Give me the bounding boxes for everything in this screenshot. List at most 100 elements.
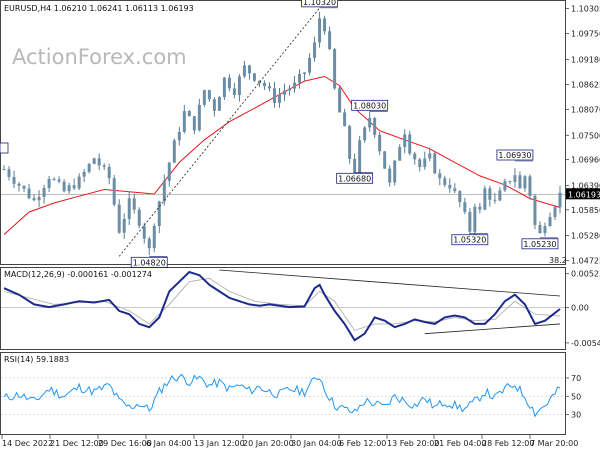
candle-body bbox=[413, 153, 417, 160]
price-tick-label: 1.09180 bbox=[571, 55, 600, 64]
rsi-panel-frame bbox=[0, 352, 566, 435]
candle-body bbox=[222, 77, 226, 98]
candle-body bbox=[393, 160, 397, 183]
candle-body bbox=[508, 181, 512, 183]
candle-body bbox=[333, 49, 337, 89]
candle-body bbox=[177, 131, 181, 141]
candle-body bbox=[152, 225, 156, 249]
candle-body bbox=[27, 188, 31, 199]
candle-body bbox=[353, 158, 357, 174]
candle-body bbox=[167, 162, 171, 181]
candle-body bbox=[217, 97, 221, 111]
price-annotations: 1.10320 1.04820 1.08030 1.06680 1.06930 1.053… bbox=[130, 0, 559, 268]
price-axis: 1.10305 1.09750 1.09180 1.08625 1.08070 1.075… bbox=[565, 5, 600, 266]
candle-body bbox=[373, 118, 377, 135]
price-tick-label: 1.07500 bbox=[571, 131, 600, 140]
annotation-box bbox=[130, 256, 168, 268]
candle-body bbox=[478, 206, 482, 210]
candle-body bbox=[197, 104, 201, 131]
candle-body bbox=[558, 192, 562, 208]
candle-body bbox=[383, 151, 387, 169]
candle-body bbox=[267, 86, 271, 89]
candle-body bbox=[503, 181, 507, 191]
candle-body bbox=[323, 18, 327, 32]
candle-body bbox=[488, 188, 492, 200]
macd-panel-frame bbox=[0, 267, 566, 350]
annotation-box bbox=[301, 0, 338, 8]
candle-body bbox=[328, 31, 332, 50]
candle-body bbox=[453, 188, 457, 192]
candle-body bbox=[192, 116, 196, 131]
last-price-box bbox=[566, 188, 600, 200]
time-tick-label: 20 Jan 20:00 bbox=[243, 439, 294, 448]
candle-body bbox=[237, 76, 241, 95]
annotation-label: 1.06680 bbox=[338, 174, 371, 183]
macd-tick-label: 0.005236 bbox=[571, 270, 600, 279]
candle-body bbox=[348, 126, 352, 159]
price-trendlines bbox=[118, 7, 320, 257]
candle-body bbox=[157, 201, 161, 226]
annotation-box bbox=[496, 149, 534, 161]
candle-body bbox=[62, 181, 66, 192]
annotation-box bbox=[336, 172, 374, 184]
left-edge-marker bbox=[0, 142, 9, 154]
candle-body bbox=[308, 57, 312, 73]
annotation-label: 1.05320 bbox=[453, 236, 486, 245]
candle-body bbox=[438, 173, 442, 179]
macd-trendlines bbox=[219, 269, 561, 335]
candle-body bbox=[102, 165, 106, 167]
candle-body bbox=[418, 159, 422, 167]
time-tick-label: 14 Dec 2022 bbox=[2, 439, 53, 448]
annotation-label: 1.04820 bbox=[133, 258, 166, 267]
candle-body bbox=[242, 65, 246, 77]
rsi-tick-label: 30 bbox=[571, 411, 581, 420]
candle-body bbox=[2, 169, 6, 171]
last-price-label: 1.06193 bbox=[568, 190, 600, 199]
candle-body bbox=[262, 82, 266, 87]
candle-body bbox=[298, 73, 302, 83]
candle-body bbox=[127, 198, 131, 219]
candle-body bbox=[97, 158, 101, 166]
rsi-tick-label: 50 bbox=[571, 392, 581, 401]
candle-body bbox=[202, 90, 206, 105]
rsi-tick-label: 70 bbox=[571, 374, 581, 383]
candle-body bbox=[137, 209, 141, 226]
candle-body bbox=[528, 176, 532, 196]
candle-body bbox=[423, 158, 427, 167]
annotation-label: 1.08030 bbox=[353, 101, 386, 110]
candle-body bbox=[207, 90, 211, 100]
candle-body bbox=[92, 158, 96, 164]
candle-body bbox=[117, 204, 121, 233]
candle-body bbox=[518, 175, 522, 189]
candle-body bbox=[408, 134, 412, 154]
macd-trendline bbox=[424, 323, 561, 335]
annotation-label: 1.05230 bbox=[523, 240, 556, 249]
time-tick-label: 6 Feb 12:00 bbox=[339, 439, 386, 448]
candle-body bbox=[398, 147, 402, 161]
candle-body bbox=[368, 118, 372, 128]
candle-body bbox=[493, 199, 497, 201]
candle-body bbox=[388, 168, 392, 183]
candle-body bbox=[378, 134, 382, 152]
candle-body bbox=[12, 176, 16, 184]
candle-body bbox=[443, 178, 447, 185]
candle-body bbox=[252, 73, 256, 81]
candle-body bbox=[272, 88, 276, 103]
candle-body bbox=[428, 153, 432, 159]
annotation-box bbox=[351, 99, 389, 111]
candle-body bbox=[448, 184, 452, 189]
candle-body bbox=[538, 224, 542, 234]
candle-body bbox=[232, 88, 236, 95]
candle-body bbox=[533, 195, 537, 225]
macd-tick-label: -0.005416 bbox=[571, 339, 600, 348]
candle-body bbox=[548, 216, 552, 227]
time-tick-label: 29 Dec 16:00 bbox=[98, 439, 152, 448]
time-tick-label: 6 Jan 04:00 bbox=[146, 439, 192, 448]
price-tick-label: 1.05850 bbox=[571, 206, 600, 215]
annotation-box bbox=[451, 234, 489, 246]
candle-body bbox=[212, 99, 216, 111]
moving-average-line bbox=[3, 75, 561, 235]
candle-body bbox=[458, 191, 462, 203]
price-tick-label: 1.08070 bbox=[571, 106, 600, 115]
